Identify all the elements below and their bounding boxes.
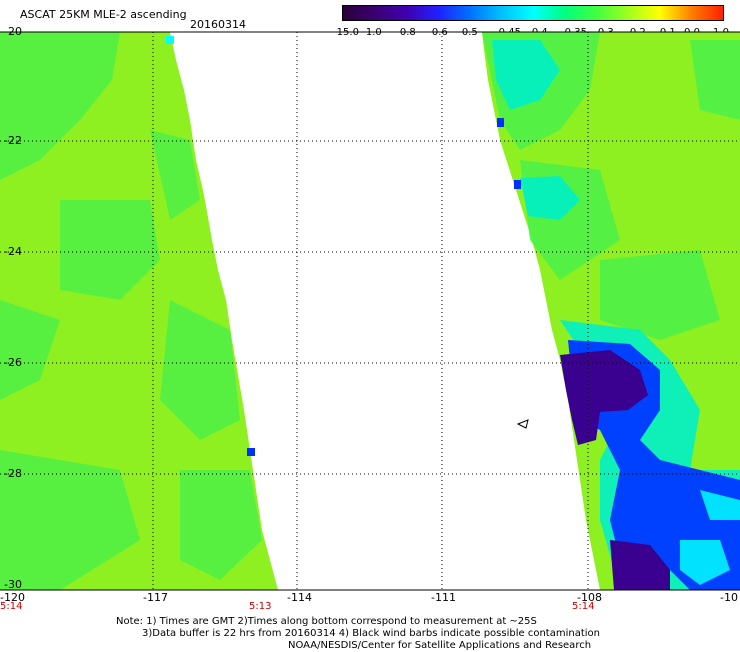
lon-label: -120 [0, 591, 25, 604]
map-date: 20160314 [190, 18, 246, 31]
lon-label: -117 [143, 591, 168, 604]
left-swath-green-patches [0, 32, 262, 590]
lon-label: -114 [287, 591, 312, 604]
right-swath-aqua-patches [492, 40, 740, 590]
lon-label: -108 [577, 591, 602, 604]
lat-label: -20 [4, 25, 22, 38]
left-swath-blue-pixel [247, 448, 255, 456]
left-swath [0, 32, 278, 590]
colorbar [342, 5, 724, 21]
note-line-3: NOAA/NESDIS/Center for Satellite Applica… [288, 640, 592, 651]
footnotes: Note: 1) Times are GMT 2)Times along bot… [116, 616, 600, 652]
right-swath-cyan-streaks [680, 490, 740, 585]
right-swath-purple-region [560, 350, 670, 590]
lat-label: -26 [4, 356, 22, 369]
time-label: 5:13 [249, 601, 272, 612]
lat-label: -22 [4, 134, 22, 147]
right-swath-green-patches [482, 32, 740, 340]
lat-label: -30 [4, 578, 22, 591]
left-swath-cyan-pixel [166, 36, 174, 44]
time-label: 5:14 [0, 601, 23, 612]
right-swath-blue-pixel [497, 118, 504, 127]
gridlines [0, 32, 740, 590]
lon-label: -111 [431, 591, 456, 604]
lat-label: -28 [4, 467, 22, 480]
island-outline [516, 419, 529, 429]
right-swath [482, 32, 740, 590]
note-line-1: Note: 1) Times are GMT 2)Times along bot… [116, 616, 537, 627]
lat-label: -24 [4, 245, 22, 258]
left-swath-fill [0, 32, 278, 590]
note-line-2: 3)Data buffer is 22 hrs from 20160314 4)… [142, 628, 600, 639]
map-title: ASCAT 25KM MLE-2 ascending [20, 8, 187, 21]
right-swath-blue-pixel [514, 180, 521, 189]
time-label: 5:14 [572, 601, 595, 612]
lon-label: -10 [720, 591, 738, 604]
